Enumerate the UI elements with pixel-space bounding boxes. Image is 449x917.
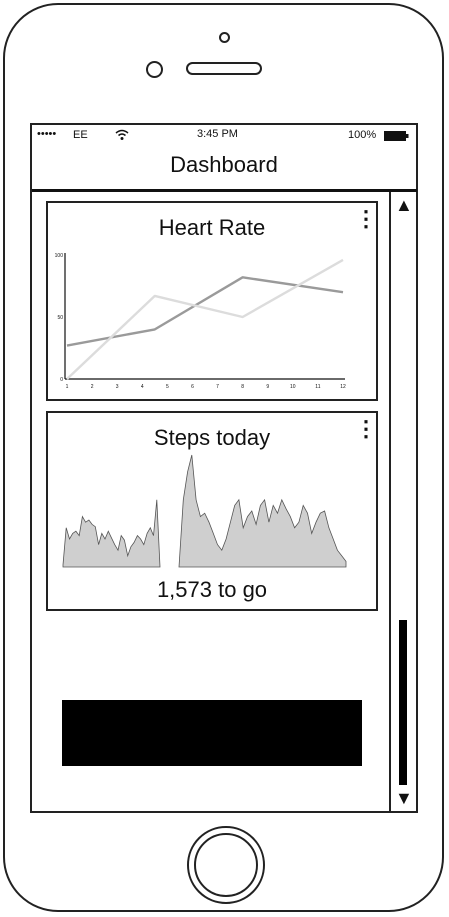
nav-divider [32,189,417,192]
wifi-icon [115,129,129,140]
signal-strength: ••••• [37,128,57,140]
heart-rate-card[interactable]: Heart Rate ⋮ 0 50 100 1 2 3 4 5 6 7 8 9 10 11 12 [46,201,378,401]
y-tick-label: 100 [55,253,64,259]
x-tick-label: 7 [216,384,219,390]
heart-rate-title: Heart Rate [158,215,266,240]
x-tick-label: 2 [91,384,94,390]
earpiece-speaker [186,62,262,75]
home-button-ring [194,833,258,897]
series-line [66,276,344,347]
front-sensor [146,61,163,78]
x-tick-label: 11 [315,384,320,390]
y-tick-label: 0 [60,377,63,383]
x-tick-label: 6 [191,384,194,390]
steps-area [178,454,347,568]
front-camera [219,32,230,43]
clock: 3:45 PM [197,128,238,140]
redacted-block [62,700,362,766]
x-tick-label: 3 [116,384,119,390]
carrier-name: EE [73,129,88,141]
x-tick-label: 10 [290,384,296,390]
x-tick-label: 4 [141,384,144,390]
series-line [66,258,344,380]
x-tick-label: 5 [166,384,169,390]
x-tick-label: 9 [266,384,269,390]
battery-percentage: 100% [348,129,377,141]
x-tick-label: 8 [241,384,244,390]
steps-title: Steps today [153,425,271,450]
y-tick-label: 50 [57,315,63,321]
steps-area [62,499,161,568]
home-button[interactable] [187,826,265,904]
steps-remaining: 1,573 to go [156,577,268,602]
scroll-down-arrow-icon[interactable]: ▼ [395,788,413,808]
page-title: Dashboard [170,152,278,177]
scrollbar-thumb[interactable] [399,620,407,785]
scroll-up-arrow-icon[interactable]: ▲ [395,195,413,215]
scrollbar-track[interactable] [389,192,391,812]
x-tick-label: 12 [340,384,346,390]
steps-card[interactable]: Steps today ⋮ 1,573 to go [46,411,378,611]
steps-chart [62,454,347,568]
battery-icon [384,131,409,141]
status-bar: ••••• EE 3:45 PM 100% [37,128,411,144]
x-tick-label: 1 [66,384,69,390]
